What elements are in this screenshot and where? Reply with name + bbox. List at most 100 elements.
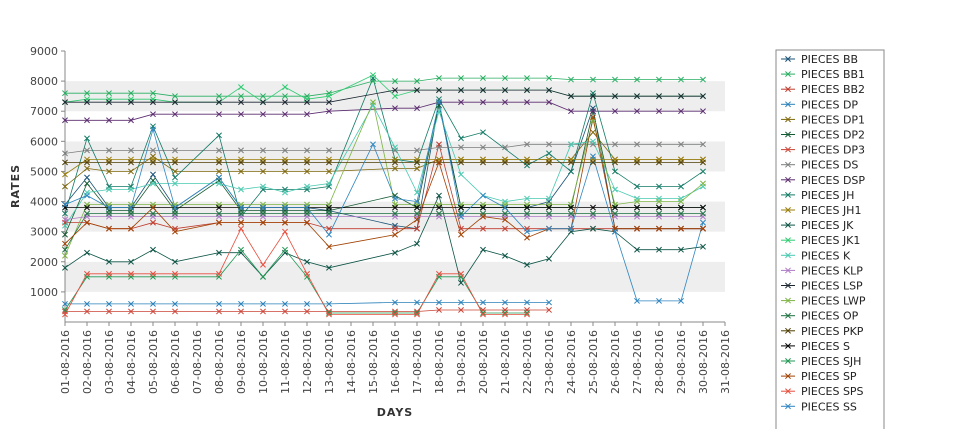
data-point [546,159,552,166]
data-point [238,246,244,253]
data-point [282,300,288,307]
data-point [678,108,684,115]
data-point [216,93,222,100]
data-point [128,186,134,193]
data-point [304,183,310,190]
data-point [62,171,68,178]
data-point [634,93,640,100]
data-point [480,310,486,316]
legend-label: PIECES K [801,249,851,262]
data-point [326,231,332,238]
data-point [785,101,791,108]
legend-label: PIECES SJH [801,355,861,368]
data-point [172,159,178,166]
data-point [524,310,530,316]
data-point [392,93,398,100]
data-point [150,219,156,226]
data-point [128,204,134,211]
data-point [568,168,574,175]
data-point [785,207,791,213]
data-point [282,111,288,118]
data-point [414,78,420,85]
data-point [502,310,508,316]
data-point [502,99,508,106]
data-point [128,300,134,307]
data-point [590,114,596,121]
data-point [436,159,442,166]
data-point [304,111,310,118]
data-point [458,279,464,286]
data-point [785,252,791,259]
data-point [590,204,596,211]
data-point [62,240,68,247]
data-point [260,219,266,226]
data-point [524,234,530,241]
x-tick-label: 26-08-2016 [609,330,622,394]
legend-box [775,49,885,429]
data-point [238,186,244,193]
series-line [65,309,549,312]
data-point [436,108,442,115]
data-point [216,159,222,166]
data-point [656,204,662,211]
data-point [370,72,376,79]
data-point [106,99,112,106]
data-point [502,252,508,259]
data-point [150,90,156,97]
data-point [546,87,552,94]
data-point [436,144,442,151]
data-point [785,373,791,380]
data-point [546,307,552,313]
data-point [106,147,112,154]
grid-band [65,171,725,202]
data-point [84,270,90,277]
data-point [106,270,112,277]
data-point [304,300,310,307]
data-point [150,147,156,154]
x-tick-label: 08-08-2016 [213,330,226,394]
data-point [785,403,791,410]
data-point [785,71,791,78]
x-tick-label: 10-08-2016 [257,330,270,394]
legend-label: PIECES DSP [801,174,865,187]
data-point [568,210,574,217]
data-point [172,228,178,235]
data-point [326,99,332,106]
data-point [700,168,706,175]
data-point [436,210,442,217]
series-line [65,77,703,97]
data-point [524,75,530,82]
data-point [304,204,310,211]
data-point [128,117,134,124]
data-point [128,225,134,232]
legend-label: PIECES SS [801,400,857,413]
data-point [84,308,90,315]
data-point [414,189,420,196]
y-tick-label: 8000 [30,75,58,88]
data-point [392,204,398,211]
data-point [568,204,574,211]
data-point [785,131,791,138]
data-point [568,93,574,100]
data-point [785,267,791,274]
legend-label: PIECES BB1 [801,68,865,81]
data-point [480,87,486,94]
data-point [524,87,530,94]
data-point [546,299,552,306]
data-point [282,308,288,315]
data-point [62,246,68,253]
data-point [436,87,442,94]
data-point [304,308,310,315]
data-point [392,311,398,318]
data-point [326,300,332,307]
data-point [106,186,112,193]
data-point [106,117,112,124]
data-point [62,222,68,229]
data-point [282,204,288,211]
data-point [150,210,156,217]
data-point [392,299,398,306]
data-point [785,297,791,304]
data-point [590,93,596,100]
data-point [172,270,178,277]
data-point [150,111,156,118]
